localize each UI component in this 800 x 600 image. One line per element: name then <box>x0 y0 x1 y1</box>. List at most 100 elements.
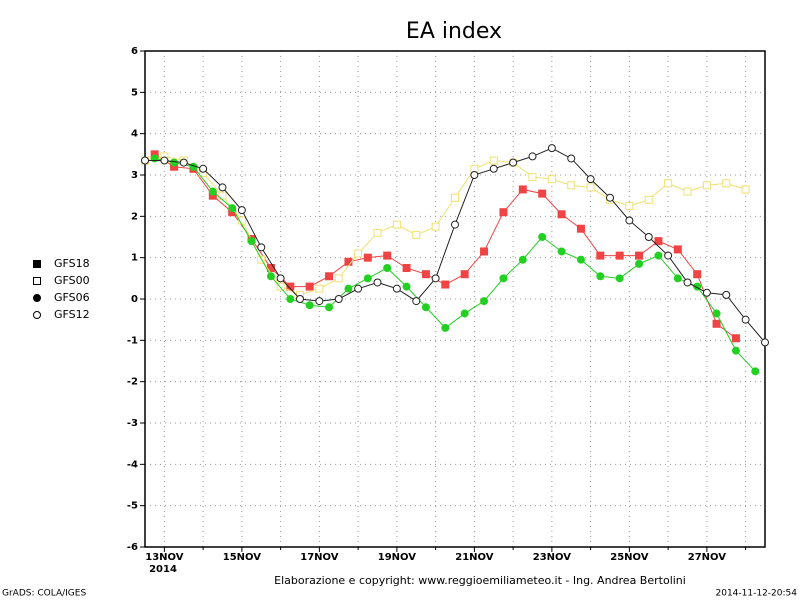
point <box>596 251 605 260</box>
point <box>412 230 421 239</box>
point <box>751 367 760 376</box>
point <box>441 323 450 332</box>
x-tick-label: 15NOV <box>223 552 262 563</box>
point <box>731 334 740 343</box>
point <box>489 164 498 173</box>
y-tick-label: -3 <box>127 418 138 429</box>
point <box>538 233 547 241</box>
point <box>518 185 527 194</box>
legend-marker <box>33 260 41 268</box>
point <box>499 274 508 283</box>
point <box>712 319 721 328</box>
y-tick-label: 5 <box>131 87 138 98</box>
point <box>576 224 585 233</box>
legend-marker <box>33 277 41 285</box>
point <box>654 237 663 246</box>
legend-label: GFS00 <box>54 274 90 287</box>
point <box>722 290 731 299</box>
x-tick-label: 19NOV <box>378 552 417 563</box>
point <box>344 257 353 266</box>
legend-label: GFS06 <box>54 291 90 304</box>
y-tick-label: -1 <box>127 335 138 346</box>
point <box>247 237 256 246</box>
point <box>644 195 653 204</box>
point <box>635 259 644 268</box>
point <box>315 284 324 293</box>
point <box>170 158 179 167</box>
point <box>228 204 237 213</box>
point <box>179 158 188 167</box>
point <box>644 233 653 241</box>
point <box>218 183 227 192</box>
plot-frame <box>144 50 766 548</box>
legend-label: GFS12 <box>54 308 90 321</box>
point <box>383 264 392 272</box>
point <box>451 193 459 202</box>
point <box>557 247 566 256</box>
y-tick-label: 0 <box>131 294 138 305</box>
x-tick-label: 21NOV <box>455 552 494 563</box>
point <box>141 156 149 165</box>
point <box>286 282 295 291</box>
point <box>470 171 479 179</box>
x-tick-label: 27NOV <box>688 552 727 563</box>
point <box>547 175 556 184</box>
legend-marker <box>33 294 41 302</box>
point <box>421 270 430 279</box>
credit: Elaborazione e copyright: www.reggioemil… <box>274 574 686 587</box>
point <box>237 206 246 215</box>
point <box>664 251 673 260</box>
x-tick-label: 25NOV <box>610 552 649 563</box>
point <box>315 297 324 306</box>
point <box>673 274 682 283</box>
legend-marker <box>33 311 41 319</box>
y-tick-label: 3 <box>131 170 138 181</box>
point <box>702 181 711 190</box>
point <box>276 282 285 291</box>
point <box>654 251 663 260</box>
point <box>296 295 304 303</box>
point <box>480 247 489 256</box>
point <box>741 315 750 324</box>
point <box>615 251 624 260</box>
y-tick-label: 6 <box>131 46 138 57</box>
point <box>499 208 508 217</box>
point <box>354 249 363 258</box>
year-label: 2014 <box>149 564 177 575</box>
point <box>363 253 372 262</box>
point <box>373 278 382 287</box>
point <box>421 303 430 312</box>
y-tick-label: -2 <box>127 377 138 388</box>
point <box>731 346 740 355</box>
point <box>305 301 314 310</box>
point <box>402 264 411 272</box>
x-tick-label: 17NOV <box>300 552 339 563</box>
point <box>683 187 692 196</box>
point <box>693 270 702 279</box>
y-tick-label: 1 <box>131 253 138 264</box>
point <box>489 156 498 165</box>
point <box>702 288 711 297</box>
point <box>538 189 547 198</box>
point <box>431 222 440 231</box>
point <box>325 303 334 312</box>
point <box>354 284 363 293</box>
point <box>557 210 566 219</box>
point <box>480 297 489 306</box>
chart-title: EA index <box>406 19 502 44</box>
point <box>305 282 314 291</box>
y-tick-label: -6 <box>127 542 138 553</box>
y-tick-label: -4 <box>127 459 138 470</box>
point <box>596 272 605 281</box>
x-tick-label: 23NOV <box>533 552 572 563</box>
point <box>334 295 343 303</box>
point <box>576 255 585 264</box>
point <box>257 243 266 252</box>
x-tick-label: 13NOV <box>145 552 184 563</box>
point <box>392 220 401 229</box>
point <box>199 164 208 173</box>
point <box>383 251 392 260</box>
point <box>160 156 169 165</box>
